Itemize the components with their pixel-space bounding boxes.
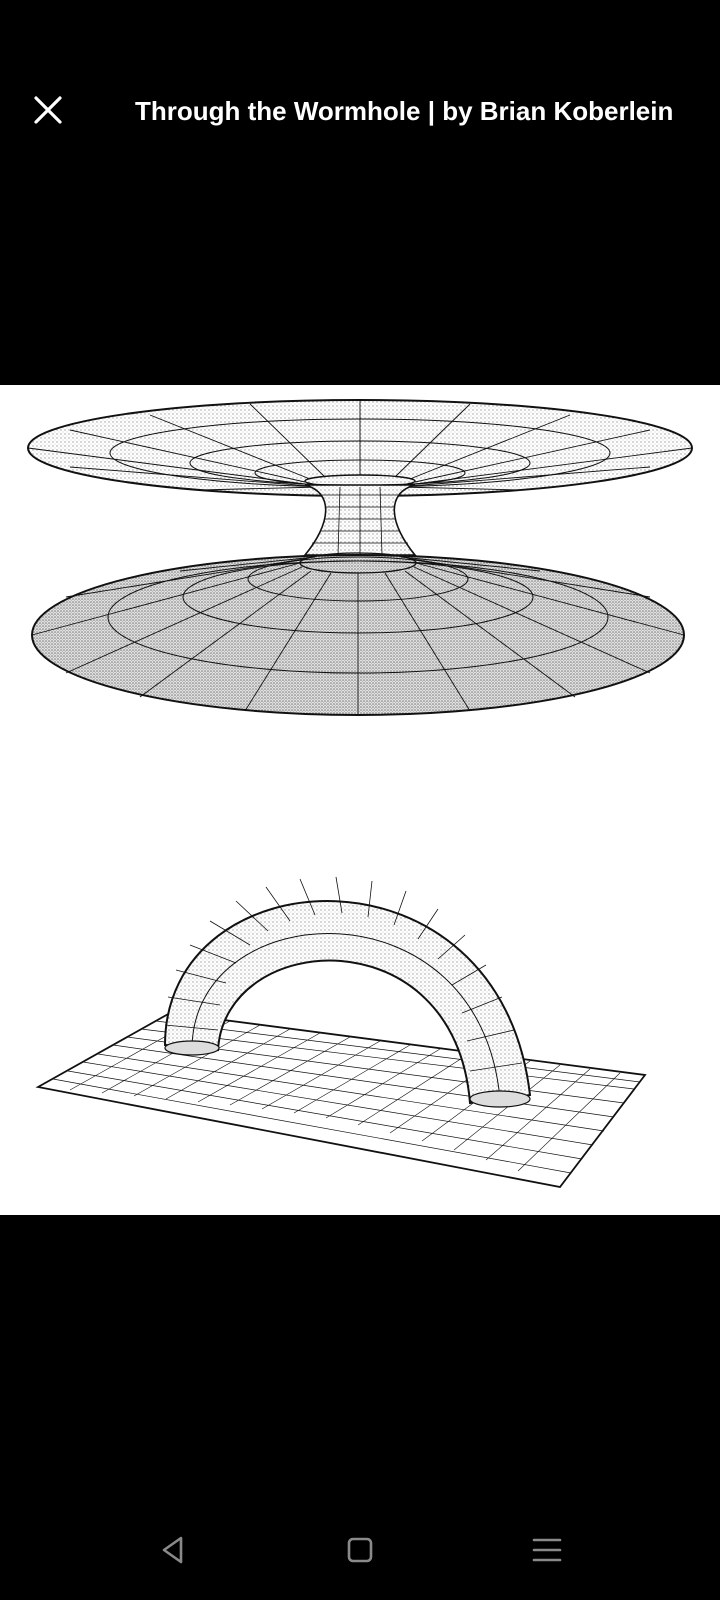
wormhole-illustration [27, 399, 693, 1188]
back-triangle-icon [163, 1536, 183, 1564]
page-title: Through the Wormhole | by Brian Koberlei… [135, 96, 674, 126]
system-nav-bar [0, 1500, 720, 1600]
home-square-icon [347, 1537, 373, 1563]
image-viewer[interactable] [0, 385, 720, 1215]
top-bar: Through the Wormhole | by Brian Koberlei… [0, 0, 720, 224]
close-icon [34, 96, 62, 124]
home-button[interactable] [330, 1520, 390, 1580]
recents-button[interactable] [517, 1520, 577, 1580]
close-button[interactable] [26, 88, 70, 132]
wormhole-arch-figure [35, 876, 647, 1188]
menu-lines-icon [532, 1538, 561, 1562]
wormhole-funnel-figure [27, 399, 693, 716]
back-button[interactable] [143, 1520, 203, 1580]
